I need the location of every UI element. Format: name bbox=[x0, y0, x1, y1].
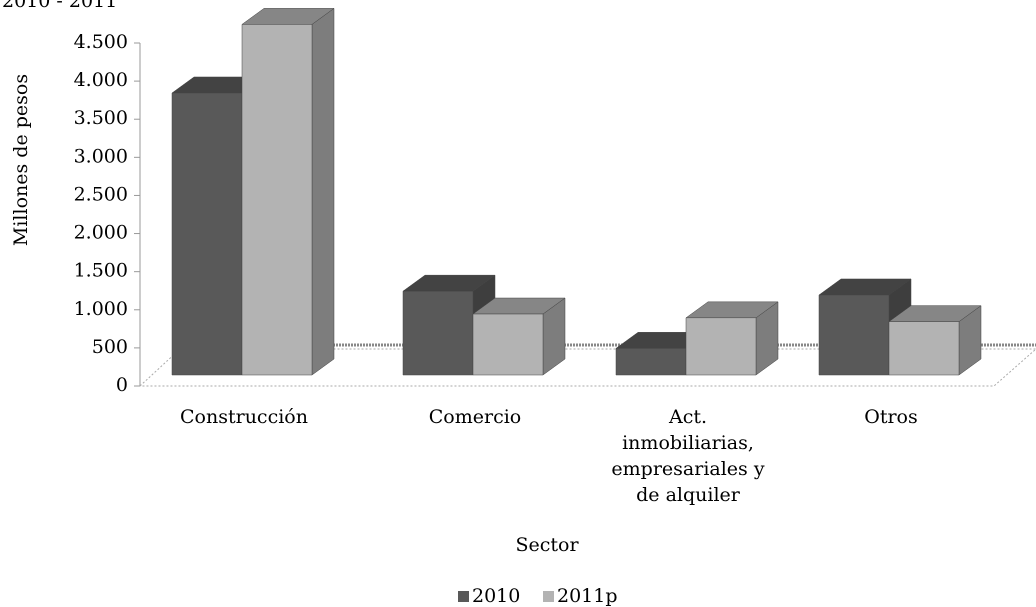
y-tick-label: 1.500 bbox=[74, 260, 128, 282]
legend-swatch bbox=[458, 591, 469, 602]
y-tick-label: 2.500 bbox=[74, 183, 128, 205]
y-tick-label: 0 bbox=[116, 374, 128, 396]
bar bbox=[472, 297, 566, 376]
bar bbox=[685, 301, 779, 376]
bar-front bbox=[241, 24, 313, 376]
x-tick-label: Otros bbox=[864, 406, 918, 428]
legend-label: 2011p bbox=[557, 585, 618, 607]
y-tick-label: 500 bbox=[92, 336, 128, 358]
bar-front bbox=[402, 290, 474, 376]
y-tick-label: 1.000 bbox=[74, 298, 128, 320]
bar-front bbox=[888, 321, 960, 376]
bar bbox=[241, 7, 335, 376]
floor bbox=[139, 348, 1036, 387]
bar bbox=[888, 305, 982, 376]
y-tick-label: 4.500 bbox=[74, 31, 128, 53]
x-tick-label: Act. inmobiliarias, empresariales y de a… bbox=[611, 406, 765, 506]
bar-front bbox=[615, 348, 687, 376]
y-tick-label: 3.500 bbox=[74, 107, 128, 129]
bar-front bbox=[818, 294, 890, 376]
x-tick-label: Construcción bbox=[180, 406, 308, 428]
y-tick-label: 4.000 bbox=[74, 69, 128, 91]
legend-label: 2010 bbox=[472, 585, 520, 607]
bar-side bbox=[311, 7, 335, 376]
legend-swatch bbox=[543, 591, 554, 602]
x-axis-title: Sector bbox=[515, 534, 579, 556]
chart-title: 2010 - 2011 bbox=[2, 0, 117, 12]
y-tick-label: 3.000 bbox=[74, 145, 128, 167]
x-tick-label: Comercio bbox=[428, 406, 522, 428]
bar-front bbox=[472, 313, 544, 376]
bar-front bbox=[685, 317, 757, 376]
bar-front bbox=[171, 92, 243, 376]
y-axis-title: Millones de pesos bbox=[10, 74, 32, 246]
y-tick-label: 2.000 bbox=[74, 222, 128, 244]
